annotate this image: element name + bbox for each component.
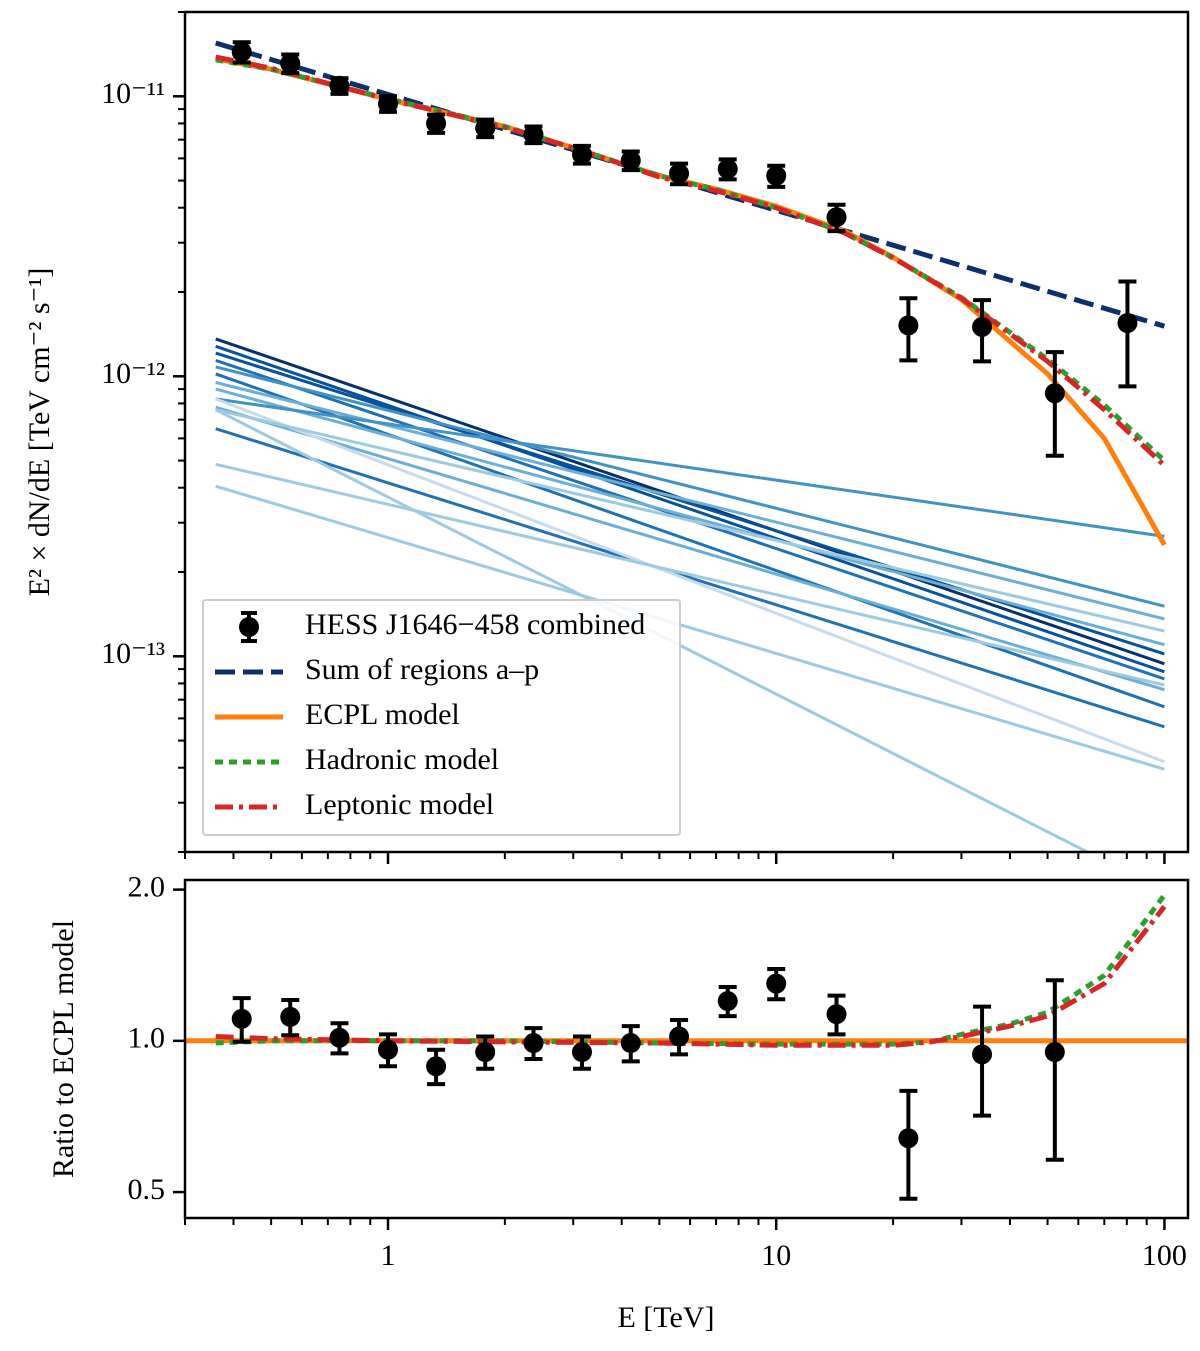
- data-point: [766, 973, 787, 994]
- data-point: [475, 118, 496, 139]
- region-line: [215, 408, 1091, 852]
- y-tick-label: 2.0: [128, 870, 166, 903]
- y-tick-label: 10⁻¹²: [101, 357, 165, 390]
- legend-label: ECPL model: [305, 698, 460, 731]
- error-bar: [1118, 279, 1137, 389]
- region-line: [215, 408, 1165, 633]
- data-point: [898, 315, 919, 336]
- data-point: [377, 93, 398, 114]
- data-point: [571, 1042, 592, 1063]
- data-point: [280, 1006, 301, 1027]
- legend-label: Leptonic model: [305, 788, 494, 821]
- legend-label: HESS J1646−458 combined: [305, 608, 645, 641]
- data-point: [426, 1056, 447, 1077]
- data-point: [571, 144, 592, 165]
- data-point: [426, 113, 447, 134]
- data-point: [826, 1004, 847, 1025]
- x-tick-label: 100: [1142, 1239, 1187, 1272]
- data-point: [669, 163, 690, 184]
- data-point: [1044, 1042, 1065, 1063]
- data-point: [826, 207, 847, 228]
- data-point: [717, 991, 738, 1012]
- y-axis-label: E² × dN/dE [TeV cm⁻² s⁻¹]: [23, 268, 56, 597]
- data-point: [620, 1033, 641, 1054]
- region-line: [215, 484, 1165, 771]
- region-line: [215, 397, 1165, 538]
- region-line: [215, 372, 1165, 709]
- region-line: [215, 387, 1165, 647]
- data-point: [523, 124, 544, 145]
- x-axis-label: E [TeV]: [617, 1301, 714, 1334]
- data-point: [669, 1026, 690, 1047]
- plot-area: [185, 893, 1188, 1201]
- x-tick-label: 10: [761, 1239, 791, 1272]
- data-point: [1117, 312, 1138, 333]
- data-point: [972, 316, 993, 337]
- region-line: [215, 381, 1165, 621]
- legend-label: Sum of regions a–p: [305, 653, 539, 686]
- legend-marker: [239, 617, 259, 637]
- data-point: [231, 1008, 252, 1029]
- region-line: [215, 344, 1165, 674]
- legend-label: Hadronic model: [305, 743, 499, 776]
- data-point: [329, 1027, 350, 1048]
- data-point: [280, 53, 301, 74]
- data-point: [231, 41, 252, 62]
- data-point: [972, 1044, 993, 1065]
- legend-box: [202, 599, 681, 836]
- plot-area: [214, 40, 1167, 852]
- data-point: [898, 1128, 919, 1149]
- model-line: [215, 905, 1167, 1048]
- region-line: [215, 351, 1165, 656]
- region-line: [215, 405, 1165, 692]
- data-point: [766, 165, 787, 186]
- region-line: [215, 397, 1165, 764]
- y-tick-label: 1.0: [128, 1022, 166, 1055]
- region-line: [215, 462, 1165, 687]
- error-bar: [1045, 978, 1064, 1162]
- data-point: [475, 1042, 496, 1063]
- data-point: [523, 1033, 544, 1054]
- data-point: [620, 150, 641, 171]
- axes-frame: [183, 878, 1190, 1220]
- y-tick-label: 10⁻¹¹: [101, 77, 165, 110]
- y-tick-label: 0.5: [128, 1173, 166, 1206]
- y-axis-label: Ratio to ECPL model: [47, 920, 80, 1178]
- region-line: [215, 427, 1165, 729]
- x-tick-label: 1: [380, 1239, 395, 1272]
- data-point: [717, 158, 738, 179]
- data-point: [1044, 383, 1065, 404]
- axes-frame: [183, 10, 1190, 854]
- error-bar: [1045, 350, 1064, 458]
- y-tick-label: 10⁻¹³: [101, 637, 165, 670]
- model-line: [215, 57, 1167, 463]
- data-point: [329, 75, 350, 96]
- data-point: [377, 1039, 398, 1060]
- model-line: [215, 54, 1167, 468]
- region-line: [215, 365, 1165, 608]
